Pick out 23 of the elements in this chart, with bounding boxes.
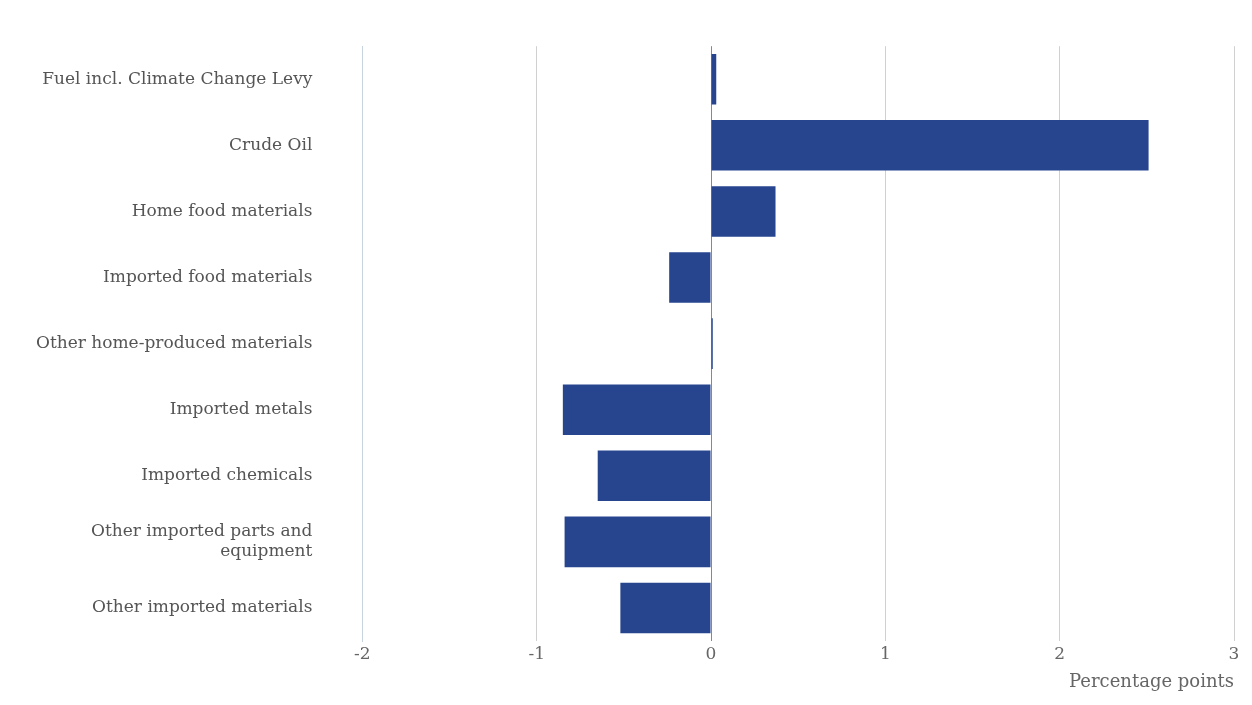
x-tick-label: -2 xyxy=(354,642,371,663)
x-tick-label: 2 xyxy=(1054,642,1066,663)
x-tick-label: 1 xyxy=(879,642,891,663)
y-tick-label: Other home-produced materials xyxy=(35,332,313,353)
y-tick-label: Imported metals xyxy=(169,398,313,419)
y-tick-label: Imported chemicals xyxy=(141,464,313,485)
y-tick-label: Fuel incl. Climate Change Levy xyxy=(42,67,313,88)
bar xyxy=(711,120,1149,171)
x-tick-label: -1 xyxy=(528,642,545,663)
bar xyxy=(669,252,711,303)
y-tick-label: Other imported materials xyxy=(92,596,313,617)
bar xyxy=(562,384,711,435)
y-tick-label: Imported food materials xyxy=(103,265,313,286)
bar xyxy=(711,186,776,237)
x-axis-title: Percentage points xyxy=(1069,669,1234,691)
x-tick-label: 3 xyxy=(1228,642,1240,663)
bar xyxy=(564,516,711,568)
y-tick-label: Crude Oil xyxy=(229,133,313,154)
bar xyxy=(597,450,711,502)
y-tick-label: Home food materials xyxy=(131,199,313,220)
x-tick-label: 0 xyxy=(705,642,717,663)
y-tick-label: Other imported parts and equipment xyxy=(91,520,313,561)
bar xyxy=(620,582,711,634)
